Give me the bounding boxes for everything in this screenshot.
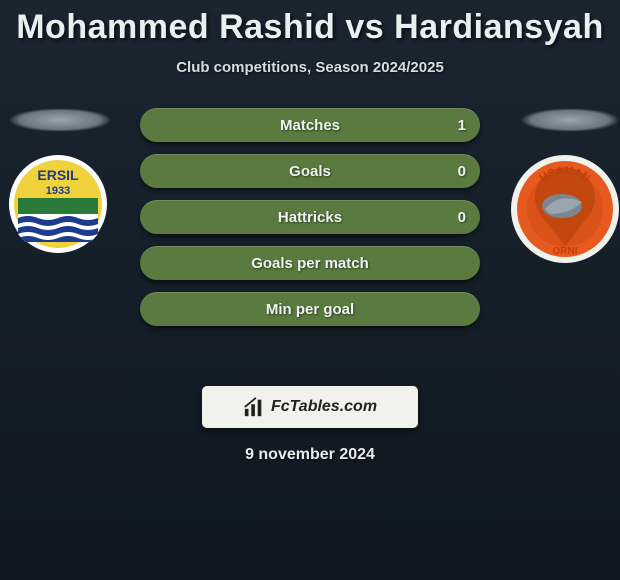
logo-right-bottom-text: ORNI [553,246,578,257]
stat-row-goals: Goals 0 [140,154,480,188]
stat-value-right: 0 [458,163,466,180]
stats-list: Matches 1 Goals 0 Hattricks 0 Goals per … [140,108,480,338]
stat-label: Goals [289,163,331,180]
page-title: Mohammed Rashid vs Hardiansyah [0,0,620,47]
stat-label: Matches [280,117,340,134]
date-text: 9 november 2024 [0,446,620,464]
stat-label: Hattricks [278,209,342,226]
logo-left-text: ERSIL [37,167,79,183]
ellipse-shadow-left [8,108,112,132]
stat-row-hattricks: Hattricks 0 [140,200,480,234]
brand-badge[interactable]: FcTables.com [202,386,418,428]
ellipse-shadow-right [520,108,620,132]
stat-label: Min per goal [266,301,354,318]
stat-label: Goals per match [251,255,369,272]
club-logo-right-icon: USAMAN ORNI [510,154,620,264]
stat-row-min-per-goal: Min per goal [140,292,480,326]
logo-left-year: 1933 [46,185,70,197]
club-logo-left-icon: ERSIL 1933 [8,154,108,254]
right-player-block: USAMAN ORNI [510,108,620,264]
comparison-area: ERSIL 1933 USAMAN ORNI [0,108,620,368]
stat-row-goals-per-match: Goals per match [140,246,480,280]
page-subtitle: Club competitions, Season 2024/2025 [0,59,620,76]
club-badge-right: USAMAN ORNI [510,154,620,264]
club-badge-left: ERSIL 1933 [8,154,108,254]
left-player-block: ERSIL 1933 [8,108,112,254]
bars-icon [243,396,265,418]
brand-text: FcTables.com [271,398,377,416]
stat-value-right: 0 [458,209,466,226]
stat-value-right: 1 [458,117,466,134]
stat-row-matches: Matches 1 [140,108,480,142]
